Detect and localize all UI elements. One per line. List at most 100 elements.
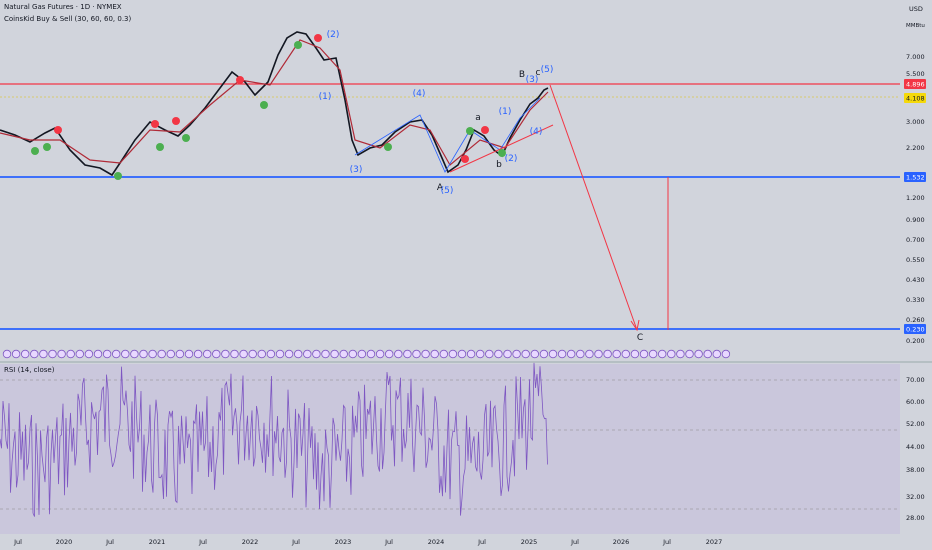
signal-icon — [202, 349, 212, 359]
signal-icon — [630, 349, 640, 359]
price-tick: 5.500 — [906, 70, 925, 78]
signal-icon — [11, 349, 21, 359]
signal-icon — [230, 349, 239, 359]
signal-icon — [121, 349, 130, 359]
signal-icon — [102, 349, 112, 359]
price-tick: 0.550 — [906, 256, 925, 264]
wave-label: a — [475, 113, 481, 123]
price-badge — [904, 93, 926, 103]
signal-icon — [594, 349, 603, 359]
signal-icon — [111, 349, 121, 359]
projection-arrow — [549, 84, 638, 331]
signal-icon — [248, 349, 257, 359]
rsi-tick: 28.00 — [906, 514, 925, 522]
signal-icon — [466, 349, 476, 359]
price-badge — [904, 172, 926, 182]
signal-icon — [193, 349, 203, 359]
signal-icon — [330, 349, 339, 359]
signal-icon — [585, 349, 594, 359]
time-tick: 2024 — [428, 538, 445, 546]
signal-dot — [156, 143, 164, 151]
price-tick: 0.700 — [906, 236, 925, 244]
wave-label: B — [519, 70, 525, 80]
price-tick: 2.200 — [906, 144, 925, 152]
signal-icon — [184, 349, 194, 359]
price-tick: 0.200 — [906, 337, 925, 345]
currency: USD — [909, 5, 923, 13]
price-tick: 0.330 — [906, 296, 925, 304]
signal-dot — [172, 117, 180, 125]
rsi-tick: 38.00 — [906, 466, 925, 474]
signal-dot — [260, 101, 268, 109]
time-tick: Jul — [662, 538, 671, 546]
signal-dot — [54, 126, 62, 134]
rsi-tick: 70.00 — [906, 376, 925, 384]
wave-label: c — [536, 68, 541, 78]
signal-icon — [612, 349, 621, 359]
wave-label: A — [437, 183, 444, 193]
wave-label: (4) — [530, 127, 543, 137]
wave-label: (3) — [350, 165, 363, 175]
price-badge — [904, 324, 926, 334]
price-tick: 3.000 — [906, 118, 925, 126]
signal-row — [2, 349, 731, 359]
signal-dot — [461, 155, 469, 163]
price-tick: 1.200 — [906, 194, 925, 202]
signal-dot — [182, 134, 190, 142]
signal-icon — [621, 349, 630, 359]
signal-icon — [721, 349, 731, 359]
price-badge-label: 4.108 — [906, 95, 925, 103]
time-tick: 2021 — [149, 538, 166, 546]
time-tick: 2027 — [706, 538, 723, 546]
time-tick: 2022 — [242, 538, 259, 546]
wave-label: b — [496, 160, 502, 170]
signal-icon — [221, 349, 230, 359]
signal-icon — [603, 349, 612, 359]
wave-label: (5) — [441, 186, 454, 196]
price-tick: 0.430 — [906, 276, 925, 284]
price-badge — [904, 79, 926, 89]
signal-icon — [503, 349, 512, 359]
signal-icon — [521, 349, 530, 359]
trend-line — [449, 124, 554, 173]
signal-icon — [48, 349, 57, 359]
signal-dot — [236, 76, 244, 84]
wave-label: (1) — [319, 92, 332, 102]
price-tick: 0.900 — [906, 216, 925, 224]
signal-dots — [31, 34, 506, 180]
rsi-tick: 44.00 — [906, 443, 925, 451]
time-tick: 2026 — [613, 538, 630, 546]
price-badge-label: 4.896 — [906, 81, 925, 89]
signal-icon — [448, 349, 458, 359]
time-tick: Jul — [105, 538, 114, 546]
signal-dot — [294, 41, 302, 49]
signal-icon — [485, 349, 494, 359]
wave-label: (1) — [499, 107, 512, 117]
time-tick: 2023 — [335, 538, 352, 546]
signal-icon — [130, 349, 139, 359]
signal-icon — [476, 349, 485, 359]
signal-dot — [31, 147, 39, 155]
signal-icon — [703, 349, 712, 359]
time-tick: Jul — [477, 538, 486, 546]
time-tick: Jul — [198, 538, 207, 546]
wave-label: C — [637, 333, 643, 343]
signal-icon — [394, 349, 403, 359]
signal-icon — [357, 349, 367, 359]
signal-dot — [151, 120, 159, 128]
chart-title: Natural Gas Futures · 1D · NYMEX — [4, 3, 122, 11]
wave-label: (5) — [541, 65, 554, 75]
signal-icon — [303, 349, 312, 359]
wave-label: (4) — [413, 89, 426, 99]
signal-icon — [412, 349, 421, 359]
signal-icon — [139, 349, 148, 359]
signal-icon — [676, 349, 685, 359]
wave-label: (3) — [526, 75, 539, 85]
signal-icon — [576, 349, 585, 359]
time-tick: Jul — [384, 538, 393, 546]
signal-icon — [57, 349, 66, 359]
signal-icon — [66, 349, 75, 359]
arrow-head — [630, 319, 640, 332]
signal-icon — [93, 349, 103, 359]
signal-icon — [321, 349, 330, 359]
